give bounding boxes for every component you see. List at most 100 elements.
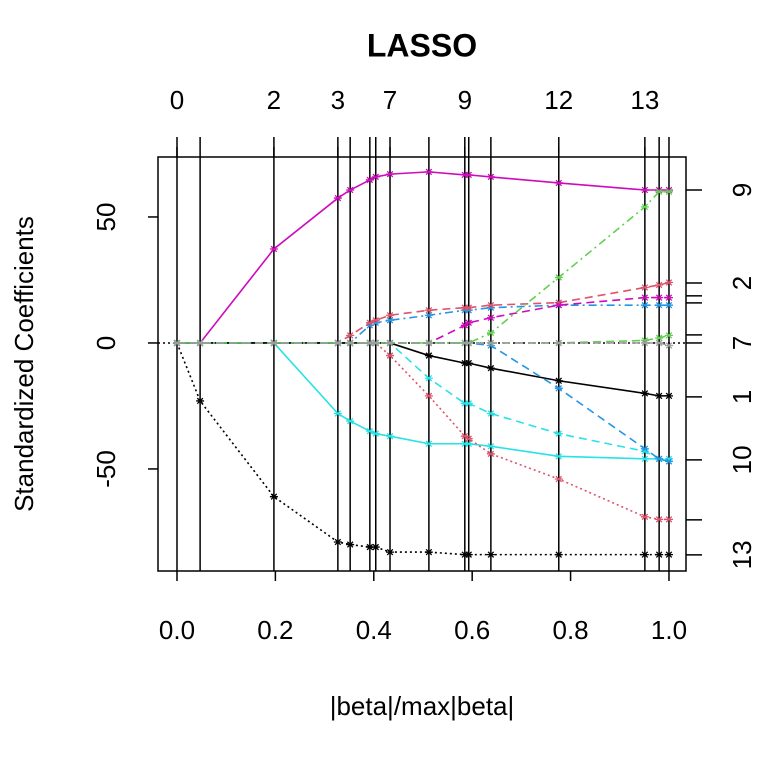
y2-tick-label: 2	[727, 276, 757, 290]
point-star	[486, 364, 495, 372]
point-star	[386, 339, 395, 347]
point-star	[640, 445, 649, 453]
point-star	[655, 294, 664, 301]
point-star	[554, 274, 563, 281]
point-star	[371, 339, 380, 347]
point-star	[464, 304, 473, 311]
point-star	[640, 551, 649, 558]
point-star	[655, 188, 664, 196]
point-star	[386, 352, 395, 359]
series-line	[176, 342, 669, 397]
series-line	[176, 296, 669, 344]
series-line	[176, 342, 669, 521]
point-star	[664, 279, 673, 286]
series-line	[176, 342, 669, 460]
top-tick-label: 0	[170, 85, 184, 115]
point-star	[386, 432, 395, 440]
series-line	[176, 171, 669, 344]
point-star	[365, 176, 374, 184]
point-star	[486, 314, 495, 322]
top-tick-label: 3	[331, 85, 345, 115]
point-star	[371, 543, 380, 551]
point-star	[386, 311, 395, 319]
y2-tick-label: 7	[727, 336, 757, 350]
point-star	[655, 516, 664, 523]
point-star	[664, 294, 673, 301]
series-line	[176, 342, 669, 556]
point-star	[554, 339, 563, 347]
top-tick-label: 13	[630, 85, 659, 115]
point-star	[640, 455, 649, 463]
y-tick-label: -50	[91, 450, 121, 488]
point-star	[371, 317, 380, 324]
point-star	[464, 171, 473, 179]
point-star	[640, 513, 649, 521]
point-star	[269, 245, 278, 253]
point-star	[486, 443, 495, 450]
point-star	[333, 194, 342, 202]
point-star	[371, 173, 380, 181]
point-star	[346, 332, 355, 339]
point-star	[269, 493, 278, 500]
plot-box	[157, 156, 687, 572]
y-tick-label: 50	[91, 203, 121, 232]
point-star	[640, 390, 649, 397]
chart-title: LASSO	[367, 27, 477, 63]
point-star	[386, 170, 395, 178]
point-star	[424, 548, 433, 556]
point-star	[554, 475, 563, 483]
point-star	[424, 311, 433, 319]
point-star	[664, 301, 673, 309]
x-tick-label: 0.2	[257, 615, 293, 645]
point-star	[464, 400, 473, 407]
point-star	[460, 322, 469, 329]
point-star	[655, 339, 664, 347]
top-tick-label: 9	[458, 85, 472, 115]
point-star	[655, 301, 664, 309]
top-tick-label: 7	[383, 85, 397, 115]
point-star	[365, 427, 374, 435]
point-star	[424, 168, 433, 176]
y2-tick-label: 10	[727, 445, 757, 474]
point-star	[346, 186, 355, 194]
point-star	[486, 551, 495, 558]
point-star	[640, 339, 649, 347]
point-star	[664, 392, 673, 400]
point-star	[640, 203, 649, 211]
x-tick-label: 0.0	[159, 615, 195, 645]
point-star	[486, 173, 495, 181]
point-star	[554, 385, 563, 392]
point-star	[486, 450, 495, 458]
point-star	[424, 306, 433, 314]
x-tick-label: 0.8	[553, 615, 589, 645]
point-star	[640, 301, 649, 309]
point-star	[664, 551, 673, 558]
x-tick-label: 0.6	[454, 615, 490, 645]
point-star	[333, 538, 342, 546]
point-star	[346, 541, 355, 548]
point-star	[371, 430, 380, 437]
point-star	[655, 455, 664, 463]
point-star	[640, 186, 649, 194]
point-star	[554, 179, 563, 187]
point-star	[464, 319, 473, 327]
point-star	[464, 339, 473, 347]
point-star	[464, 551, 473, 558]
point-star	[664, 458, 673, 465]
point-star	[486, 339, 495, 347]
point-star	[464, 435, 473, 442]
point-star	[640, 294, 649, 301]
top-tick-label: 12	[544, 85, 573, 115]
point-star	[664, 188, 673, 196]
point-star	[365, 319, 374, 327]
point-star	[196, 397, 205, 405]
x-tick-label: 0.4	[356, 615, 392, 645]
point-star	[424, 374, 433, 382]
series-line	[176, 334, 670, 344]
point-star	[460, 432, 469, 440]
point-star	[554, 453, 563, 460]
point-star	[386, 317, 395, 324]
point-star	[424, 352, 433, 359]
point-star	[269, 339, 278, 347]
